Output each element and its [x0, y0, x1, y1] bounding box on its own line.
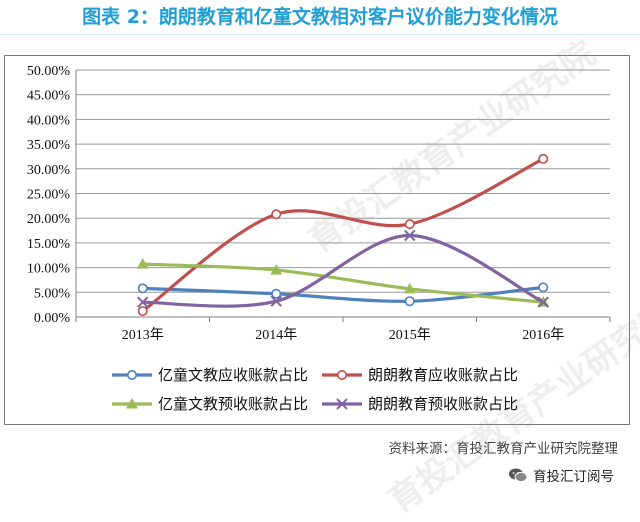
y-tick-label: 10.00%	[27, 262, 71, 277]
data-point	[403, 282, 416, 294]
y-tick-label: 45.00%	[27, 89, 71, 104]
data-point	[271, 209, 282, 220]
source-note: 资料来源：育投汇教育产业研究院整理	[388, 441, 619, 457]
data-point	[137, 283, 148, 294]
y-tick-label: 0.00%	[34, 311, 71, 326]
data-point	[137, 296, 149, 308]
series-1	[137, 282, 549, 307]
data-point	[404, 229, 416, 242]
legend-label: 朗朗教育应收账款占比	[368, 366, 518, 384]
legend-item: 亿童文教应收账款占比	[112, 366, 308, 384]
data-point	[538, 153, 549, 164]
legend-item: 朗朗教育预收账款占比	[322, 395, 518, 413]
series-lines	[136, 153, 550, 317]
data-point	[136, 258, 149, 269]
data-point	[538, 282, 549, 293]
y-tick-label: 15.00%	[27, 237, 71, 252]
chart-title: 图表 2：朗朗教育和亿童文教相对客户议价能力变化情况	[82, 6, 558, 28]
footer-label: 育投汇订阅号	[533, 469, 614, 485]
line-chart: 0.00% 5.00% 10.00% 15.00% 20.00% 25.00% 30.00%…	[27, 64, 611, 413]
y-tick-label: 20.00%	[27, 212, 71, 227]
y-tick-label: 5.00%	[34, 286, 71, 301]
wechat-icon	[509, 468, 528, 483]
y-tick-label: 50.00%	[27, 64, 71, 79]
x-tick-label: 2016年	[522, 327, 564, 343]
y-tick-label: 25.00%	[27, 188, 71, 203]
x-tick-label: 2015年	[389, 327, 431, 343]
data-point	[537, 296, 549, 308]
x-tick-label: 2014年	[255, 327, 297, 343]
series-4	[137, 229, 549, 308]
data-point	[270, 264, 283, 275]
legend-label: 亿童文教预收账款占比	[158, 395, 308, 413]
data-point	[270, 295, 282, 307]
x-tick-label: 2013年	[122, 327, 164, 343]
y-tick-label: 35.00%	[27, 138, 71, 153]
data-point	[271, 288, 282, 299]
legend-label: 朗朗教育预收账款占比	[368, 395, 518, 413]
data-point	[137, 306, 148, 317]
y-tick-label: 30.00%	[27, 163, 71, 178]
chart-frame	[4, 55, 630, 425]
series-line	[141, 262, 545, 304]
x-axis	[75, 70, 611, 322]
legend-marker	[127, 369, 138, 380]
x-tick-labels: 2013年 2014年 2015年 2016年	[122, 327, 565, 343]
title-divider	[0, 34, 640, 35]
footer-brand: 育投汇订阅号	[508, 465, 614, 485]
series-2	[137, 153, 549, 317]
legend-item: 朗朗教育应收账款占比	[322, 366, 518, 384]
legend-marker	[336, 398, 348, 410]
series-line	[141, 157, 545, 313]
legend-item: 亿童文教预收账款占比	[112, 395, 308, 413]
series-line	[141, 233, 545, 308]
series-line	[141, 285, 545, 303]
legend-marker	[126, 398, 138, 409]
legend-label: 亿童文教应收账款占比	[158, 366, 308, 384]
data-point	[404, 219, 415, 230]
data-point	[404, 296, 415, 307]
legend-marker	[336, 369, 347, 380]
y-tick-labels: 0.00% 5.00% 10.00% 15.00% 20.00% 25.00% 30.00%…	[27, 64, 71, 326]
y-tick-label: 40.00%	[27, 113, 71, 128]
